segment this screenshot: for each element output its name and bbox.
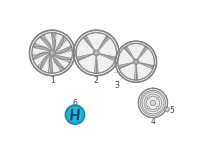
Polygon shape	[134, 65, 138, 80]
Circle shape	[95, 51, 98, 55]
Polygon shape	[118, 62, 133, 69]
Polygon shape	[55, 36, 67, 53]
Polygon shape	[37, 53, 50, 70]
Polygon shape	[94, 56, 98, 73]
Circle shape	[76, 32, 117, 74]
Circle shape	[133, 59, 139, 64]
Circle shape	[147, 106, 149, 108]
Circle shape	[32, 32, 73, 74]
Circle shape	[138, 88, 168, 118]
Polygon shape	[51, 33, 56, 51]
Polygon shape	[99, 54, 116, 61]
Circle shape	[51, 51, 54, 55]
Circle shape	[29, 30, 75, 76]
Circle shape	[140, 90, 165, 115]
Polygon shape	[53, 55, 72, 63]
Polygon shape	[33, 43, 51, 51]
Circle shape	[135, 60, 137, 63]
Polygon shape	[124, 46, 135, 60]
Text: 3: 3	[114, 81, 119, 91]
Circle shape	[115, 41, 157, 82]
Polygon shape	[83, 36, 95, 51]
Polygon shape	[51, 56, 65, 71]
Polygon shape	[55, 46, 72, 55]
Circle shape	[150, 100, 156, 106]
Polygon shape	[165, 107, 169, 112]
Circle shape	[93, 50, 99, 56]
Polygon shape	[32, 51, 50, 60]
Circle shape	[156, 97, 159, 99]
Polygon shape	[137, 46, 148, 60]
Polygon shape	[98, 36, 110, 51]
Polygon shape	[77, 54, 94, 61]
Circle shape	[74, 30, 119, 76]
Text: 5: 5	[170, 106, 175, 115]
Text: 6: 6	[73, 99, 77, 108]
Circle shape	[65, 105, 85, 124]
Polygon shape	[48, 55, 53, 73]
Text: 4: 4	[150, 117, 155, 126]
Circle shape	[49, 50, 55, 56]
Circle shape	[165, 108, 168, 111]
Polygon shape	[40, 35, 53, 50]
Polygon shape	[139, 62, 154, 69]
Circle shape	[147, 97, 149, 99]
Circle shape	[156, 106, 159, 108]
Text: 1: 1	[50, 76, 55, 85]
Text: 2: 2	[94, 76, 99, 85]
Circle shape	[117, 43, 155, 80]
